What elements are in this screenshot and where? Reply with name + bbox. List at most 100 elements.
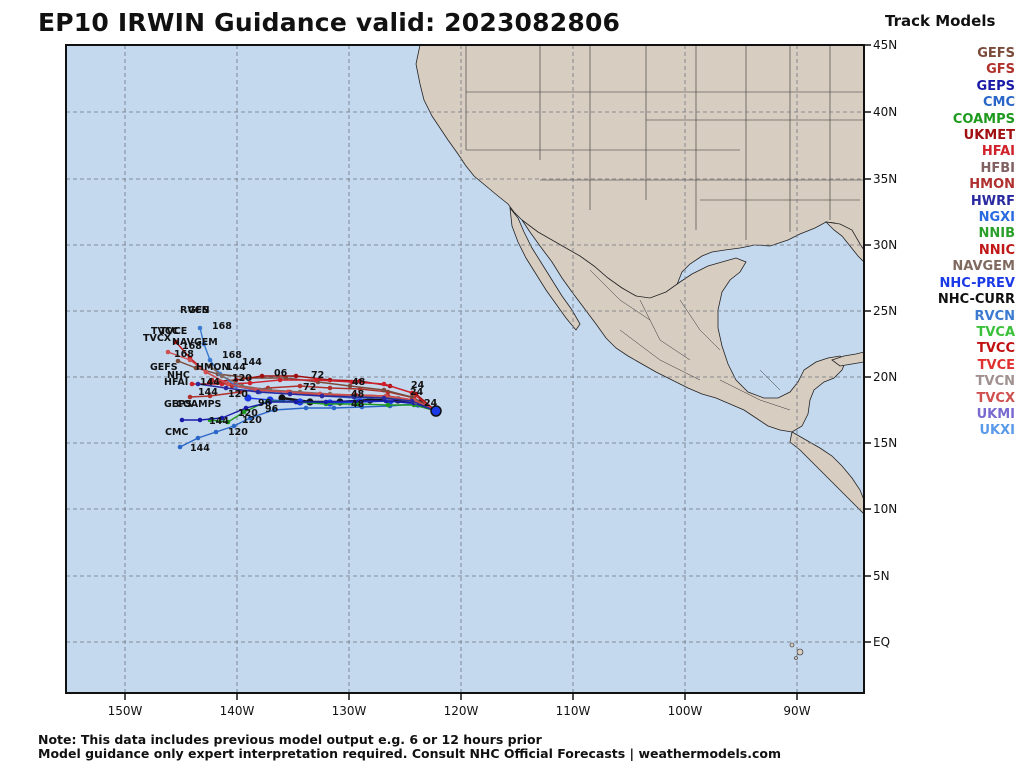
track-label: 48	[352, 377, 366, 388]
lat-label: EQ	[873, 635, 890, 649]
state-borders	[465, 45, 864, 240]
track-point	[347, 383, 353, 389]
track-point	[271, 407, 277, 413]
legend-item-hfbi: HFBI	[980, 160, 1015, 176]
legend-item-ngxi: NGXI	[978, 210, 1015, 226]
lat-lon-grid	[66, 45, 864, 693]
lon-label: 150W	[108, 704, 143, 718]
track-point	[179, 417, 185, 423]
track-point	[193, 365, 199, 371]
track-point	[381, 395, 387, 401]
track-point	[259, 373, 265, 379]
track-gfs	[189, 385, 437, 412]
galapagos-island	[796, 648, 804, 656]
track-point	[255, 389, 261, 395]
track-point	[331, 405, 337, 411]
track-point	[243, 405, 249, 411]
legend-item-tvcn: TVCN	[975, 374, 1015, 390]
track-label: 120	[228, 389, 248, 400]
track-label: 144	[198, 387, 218, 398]
legend-item-rvcn: RVCN	[974, 308, 1016, 324]
lat-label: 35N	[873, 172, 897, 186]
track-point	[195, 381, 201, 387]
cuba-land	[831, 351, 864, 367]
legend-item-tvcc: TVCC	[976, 341, 1015, 357]
track-label: 144	[226, 362, 246, 373]
map-title: EP10 IRWIN Guidance valid: 2023082806	[38, 8, 621, 37]
track-label: 120	[242, 415, 262, 426]
track-label: 168	[182, 341, 202, 352]
legend-item-nnib: NNIB	[978, 226, 1015, 242]
track-label: HFAI	[164, 377, 188, 388]
track-point	[213, 429, 219, 435]
track-point	[203, 369, 209, 375]
track-label: 72	[303, 382, 316, 393]
model-tracks	[165, 325, 442, 450]
florida-land	[824, 221, 864, 263]
track-label: 72	[311, 370, 324, 381]
legend-item-cmc: CMC	[982, 95, 1015, 111]
track-point	[219, 415, 225, 421]
track-point	[201, 341, 207, 347]
galapagos-island	[789, 642, 795, 648]
track-point	[381, 381, 387, 387]
track-point	[351, 394, 357, 400]
lon-label: 90W	[783, 704, 810, 718]
track-label: 144	[190, 443, 210, 454]
track-point	[297, 383, 303, 389]
track-label: 168	[222, 350, 242, 361]
track-label: 24	[410, 387, 424, 398]
track-label: TVCX	[143, 333, 172, 344]
track-point	[247, 380, 253, 386]
legend-title: Track Models	[885, 12, 996, 30]
track-point	[267, 399, 273, 405]
lon-label: 100W	[668, 704, 703, 718]
track-point	[278, 394, 286, 402]
legend-item-navgem: NAVGEM	[952, 259, 1015, 275]
track-point	[207, 363, 213, 369]
storm-current-position	[430, 405, 442, 417]
lat-label: 15N	[873, 436, 897, 450]
track-label: 144	[209, 416, 229, 427]
track-label: COAMPS	[176, 399, 222, 410]
track-point	[287, 391, 293, 397]
track-point	[209, 377, 215, 383]
track-label: 144	[200, 377, 220, 388]
track-point	[195, 435, 201, 441]
track-point	[187, 394, 193, 400]
lat-label: 40N	[873, 105, 897, 119]
track-label: 06	[274, 368, 288, 379]
track-point	[409, 398, 415, 404]
track-label: 144	[242, 357, 262, 368]
track-point	[225, 419, 231, 425]
track-label: 48	[351, 389, 365, 400]
track-point	[177, 444, 183, 450]
track-label: GEFS	[150, 362, 178, 373]
legend-item-nnic: NNIC	[978, 242, 1015, 258]
legend-item-ukmi: UKMI	[976, 406, 1015, 422]
legend-item-gfs: GFS	[986, 62, 1015, 78]
track-point	[219, 373, 225, 379]
track-label: 168	[174, 349, 194, 360]
track-point	[277, 377, 283, 383]
track-point	[165, 349, 171, 355]
lat-label: 10N	[873, 502, 897, 516]
legend-item-coamps: COAMPS	[952, 111, 1015, 127]
track-coamps	[209, 400, 437, 423]
track-label: 120	[228, 427, 248, 438]
track-models-legend: GEFS GFS GEPS CMC COAMPS UKMET HFAI HFBI HMON HWR…	[938, 46, 1015, 440]
track-point	[175, 358, 181, 364]
track-label: HMON	[196, 362, 229, 373]
longitude-labels: 150W 140W 130W 120W 110W 100W 90W	[108, 704, 811, 718]
track-point	[247, 415, 253, 421]
note-line-2: Model guidance only expert interpretatio…	[38, 746, 781, 761]
track-point	[319, 393, 325, 399]
track-label: 24	[424, 398, 438, 409]
legend-item-hwrf: HWRF	[970, 193, 1015, 209]
legend-item-nhc-curr: NHC-CURR	[937, 292, 1015, 308]
track-point	[231, 423, 237, 429]
track-label: 96	[265, 404, 279, 415]
legend-item-nhc-prev: NHC-PREV	[939, 275, 1015, 291]
